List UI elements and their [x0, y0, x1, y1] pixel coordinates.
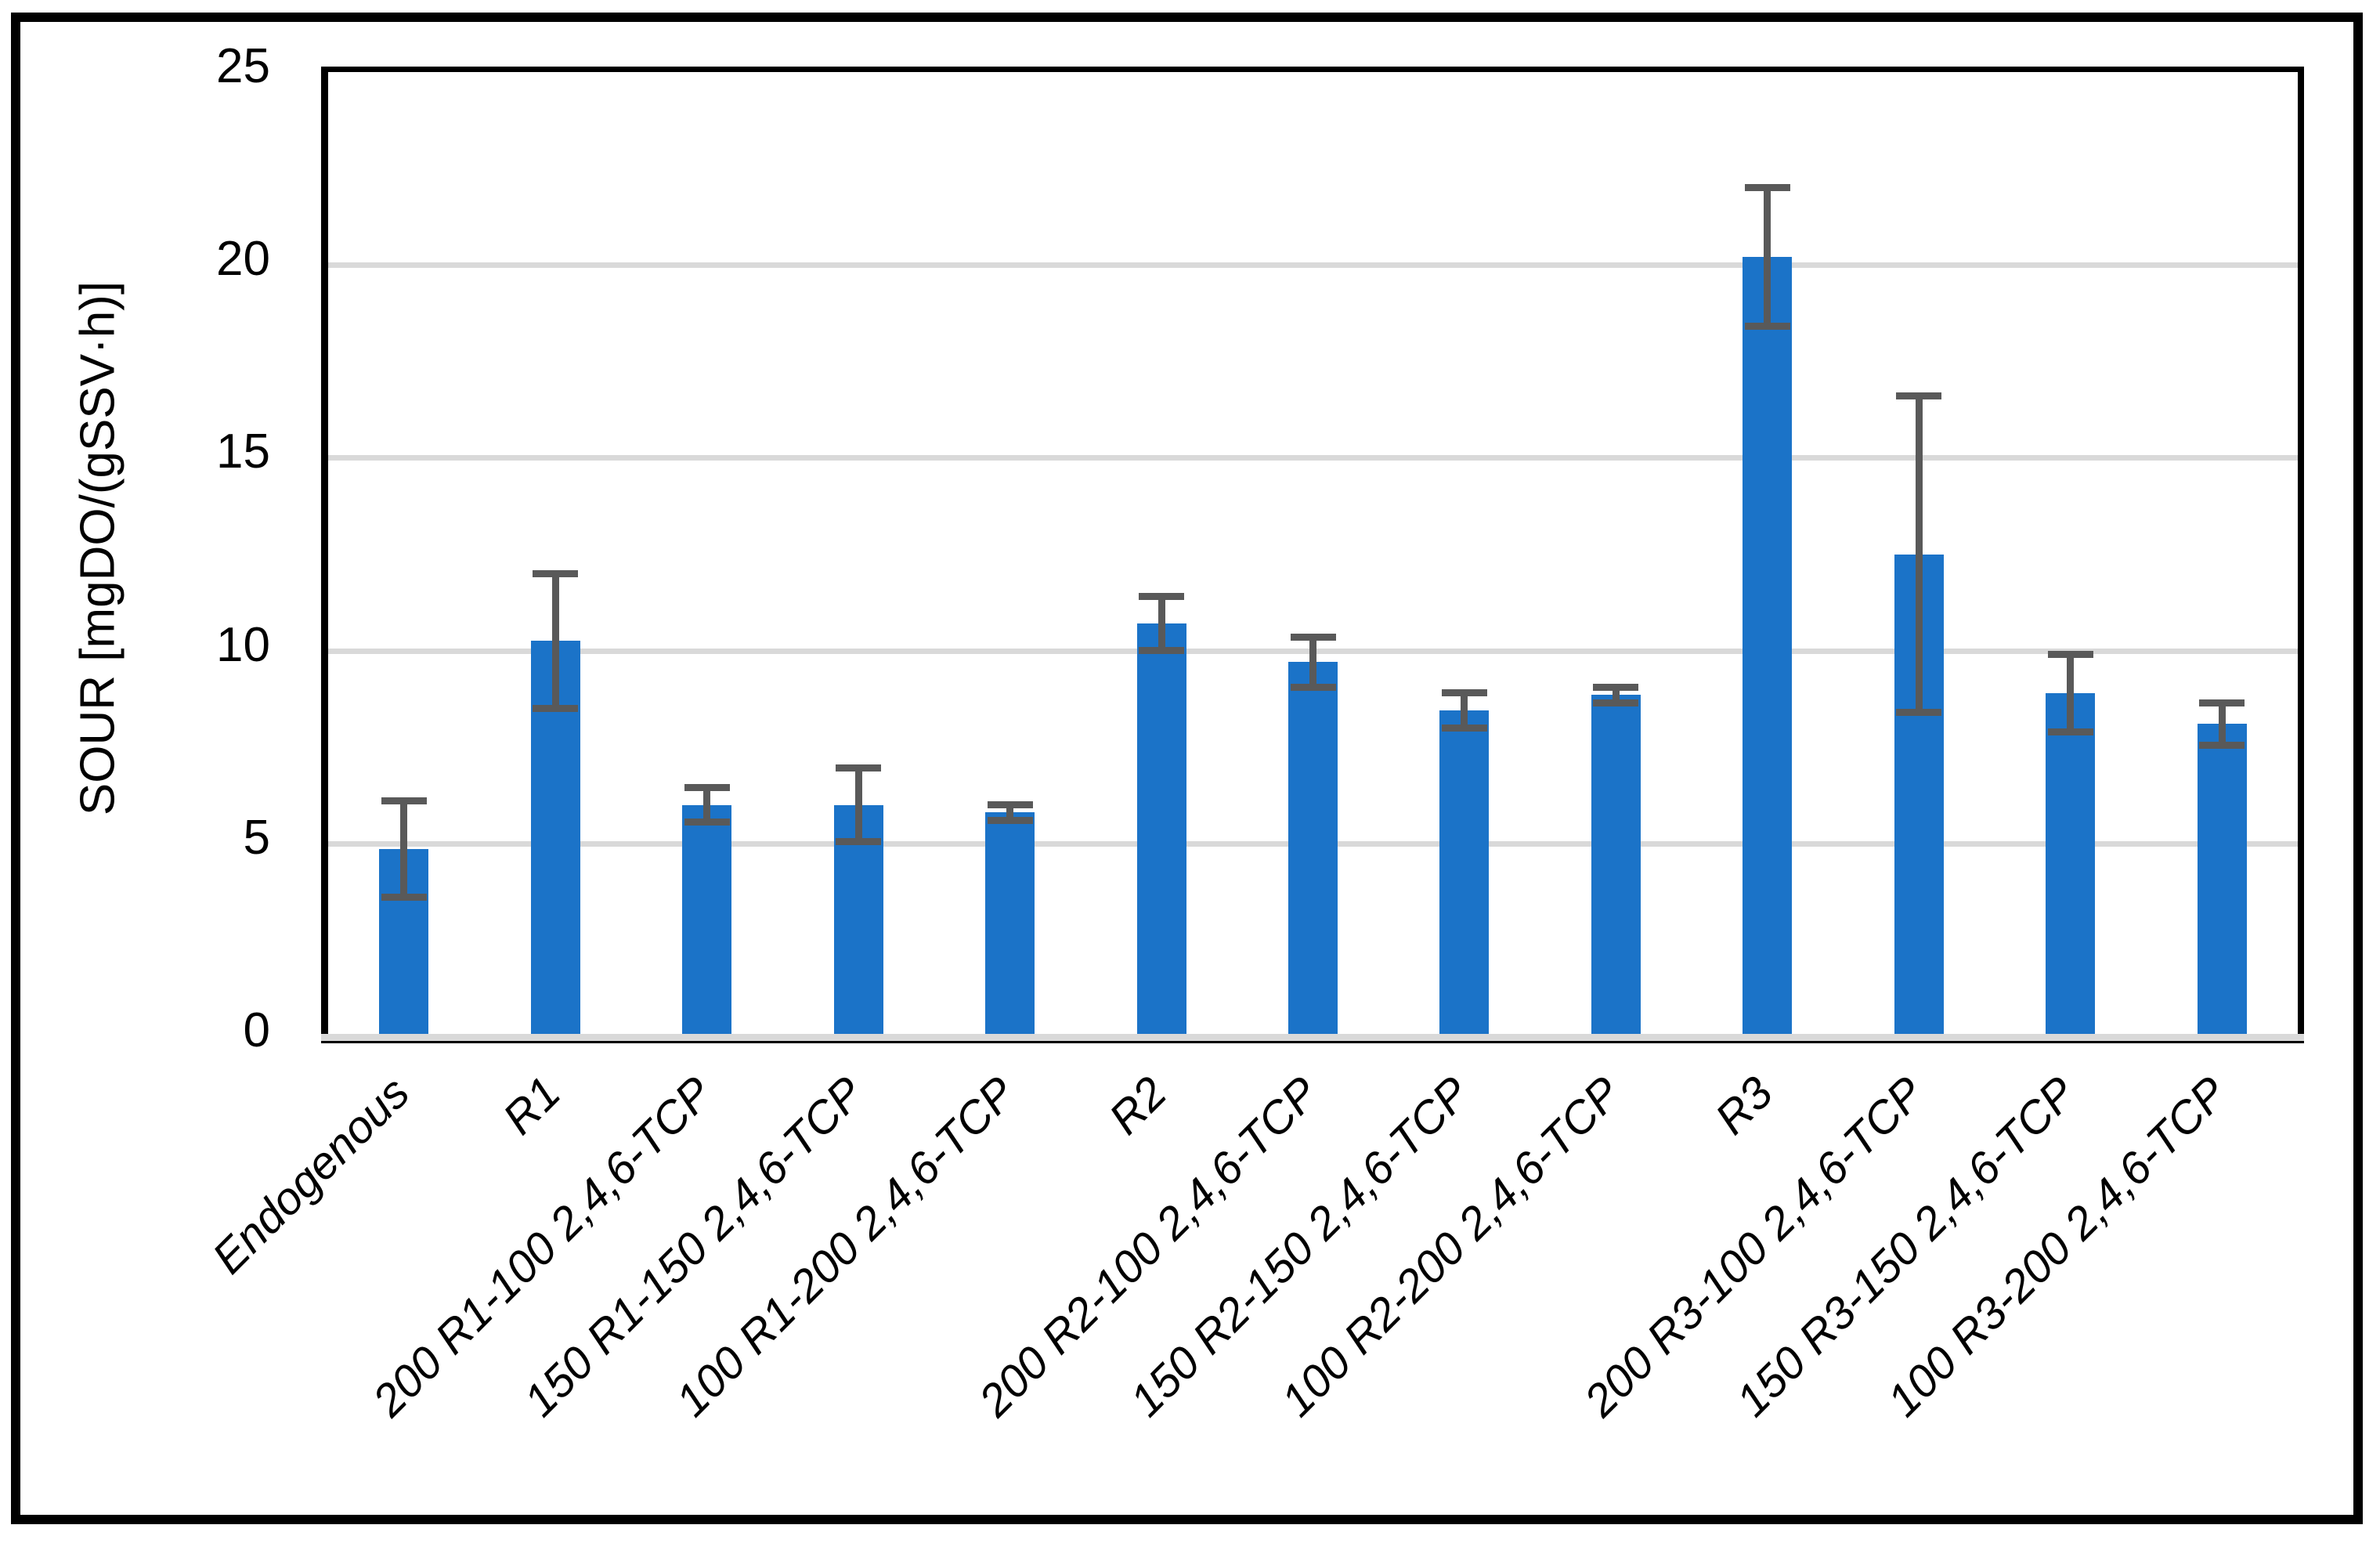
bar-10	[1743, 257, 1793, 1036]
error-bar-cap-top-11	[1896, 392, 1942, 400]
error-bar-cap-top-6	[1139, 593, 1185, 601]
bar-7	[1288, 662, 1338, 1036]
x-axis-strip	[321, 1034, 2304, 1041]
error-bar-stem-2	[551, 573, 559, 709]
error-bar-stem-13	[2218, 703, 2226, 746]
error-bar-stem-7	[1309, 637, 1316, 688]
y-tick-label-5: 5	[243, 810, 270, 865]
y-tick-label-0: 0	[243, 1003, 270, 1057]
bar-6	[1136, 623, 1186, 1036]
error-bar-cap-bottom-2	[533, 704, 579, 712]
error-bar-cap-bottom-5	[987, 816, 1033, 824]
error-bar-stem-10	[1764, 187, 1771, 327]
y-tick-label-10: 10	[216, 617, 270, 672]
error-bar-cap-bottom-9	[1593, 699, 1639, 706]
error-bar-cap-bottom-1	[381, 894, 427, 902]
figure-border	[11, 13, 2363, 1524]
error-bar-cap-top-10	[1744, 184, 1790, 192]
plot-area	[321, 67, 2304, 1039]
error-bar-cap-top-7	[1290, 633, 1336, 641]
bar-13	[2197, 724, 2247, 1036]
error-bar-cap-top-3	[684, 783, 730, 791]
error-bar-cap-top-9	[1593, 683, 1639, 691]
y-tick-label-20: 20	[216, 232, 270, 287]
y-tick-label-15: 15	[216, 425, 270, 479]
error-bar-cap-bottom-12	[2047, 728, 2093, 735]
error-bar-cap-top-8	[1441, 689, 1487, 697]
error-bar-cap-top-1	[381, 797, 427, 805]
error-bar-stem-4	[854, 768, 862, 842]
error-bar-cap-top-4	[836, 764, 882, 772]
error-bar-stem-6	[1157, 596, 1165, 651]
error-bar-cap-bottom-8	[1441, 724, 1487, 732]
bar-8	[1439, 710, 1490, 1036]
error-bar-stem-12	[2067, 654, 2075, 732]
error-bar-cap-top-2	[533, 569, 579, 577]
error-bar-cap-bottom-10	[1744, 323, 1790, 331]
error-bar-cap-bottom-6	[1139, 647, 1185, 655]
error-bar-cap-top-12	[2047, 651, 2093, 659]
error-bar-stem-8	[1461, 692, 1468, 728]
error-bar-cap-top-5	[987, 801, 1033, 809]
error-bar-cap-bottom-3	[684, 818, 730, 826]
error-bar-stem-3	[703, 787, 711, 822]
bar-3	[682, 804, 732, 1036]
error-bar-cap-bottom-11	[1896, 708, 1942, 716]
bar-5	[985, 812, 1035, 1036]
gridline-y-20	[328, 262, 2298, 269]
error-bar-stem-5	[1006, 804, 1014, 821]
x-axis-line	[321, 1041, 2304, 1043]
gridline-y-15	[328, 455, 2298, 461]
error-bar-cap-bottom-7	[1290, 683, 1336, 691]
bar-12	[2046, 692, 2096, 1036]
error-bar-stem-11	[1915, 396, 1923, 713]
error-bar-cap-bottom-13	[2199, 741, 2245, 749]
y-axis-title-text: SOUR [mgDO/(gSSV·h)]	[70, 280, 125, 816]
y-tick-label-25: 25	[216, 39, 270, 93]
bar-9	[1591, 695, 1641, 1036]
error-bar-stem-1	[400, 800, 408, 898]
error-bar-cap-top-13	[2199, 699, 2245, 706]
error-bar-cap-bottom-4	[836, 837, 882, 845]
error-bar-stem-9	[1612, 687, 1620, 703]
